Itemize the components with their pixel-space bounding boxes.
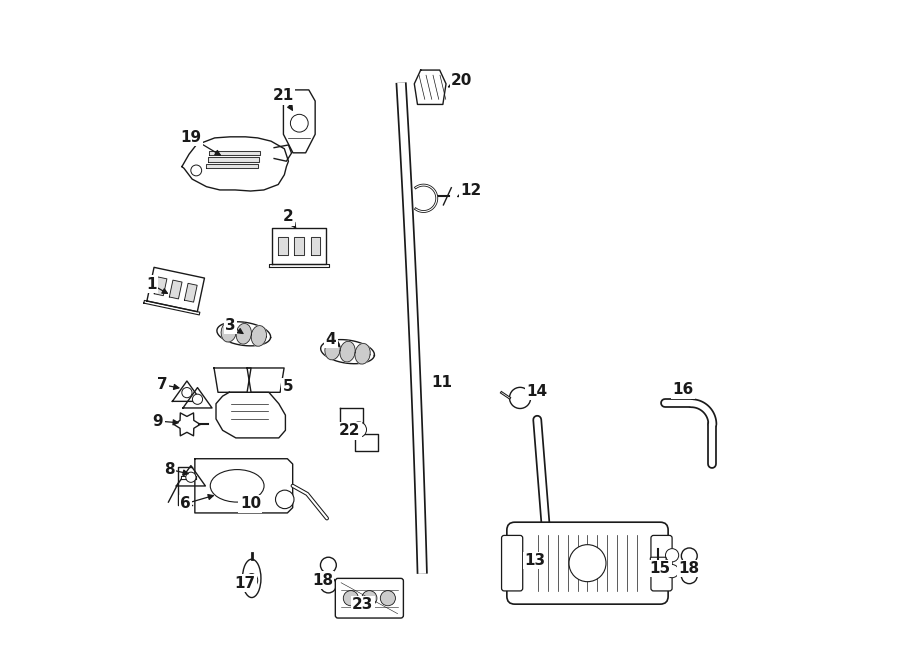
Text: 22: 22 (338, 424, 360, 438)
Circle shape (681, 568, 698, 584)
Polygon shape (339, 408, 378, 451)
Circle shape (291, 114, 308, 132)
Text: 9: 9 (152, 414, 163, 428)
Polygon shape (176, 465, 205, 486)
Circle shape (509, 387, 531, 408)
Text: 10: 10 (239, 496, 261, 511)
Polygon shape (206, 164, 257, 169)
Polygon shape (340, 341, 356, 362)
FancyBboxPatch shape (501, 535, 523, 591)
Polygon shape (182, 137, 289, 191)
Polygon shape (147, 267, 204, 312)
Polygon shape (284, 90, 315, 153)
Circle shape (362, 591, 377, 605)
Text: 5: 5 (283, 379, 293, 394)
FancyBboxPatch shape (336, 578, 403, 618)
Polygon shape (144, 301, 200, 315)
Text: 14: 14 (526, 384, 548, 399)
Circle shape (381, 591, 395, 605)
Circle shape (275, 490, 294, 509)
Polygon shape (274, 145, 292, 161)
Circle shape (351, 422, 366, 438)
Polygon shape (154, 277, 166, 295)
Text: 12: 12 (461, 183, 482, 198)
Polygon shape (169, 280, 182, 299)
Text: 18: 18 (312, 573, 333, 588)
Polygon shape (248, 368, 284, 392)
Polygon shape (216, 392, 285, 438)
Text: 16: 16 (672, 383, 693, 397)
Text: 11: 11 (432, 375, 453, 389)
Circle shape (665, 564, 679, 578)
Polygon shape (173, 381, 202, 401)
FancyBboxPatch shape (651, 535, 672, 591)
Polygon shape (310, 237, 320, 255)
Circle shape (343, 591, 358, 605)
Polygon shape (251, 326, 266, 346)
Circle shape (182, 387, 192, 398)
Polygon shape (208, 157, 259, 162)
FancyBboxPatch shape (651, 557, 666, 576)
Text: 7: 7 (158, 377, 167, 392)
Polygon shape (236, 323, 251, 344)
Text: 20: 20 (451, 73, 472, 88)
Text: 13: 13 (524, 553, 545, 568)
Polygon shape (217, 322, 271, 346)
Polygon shape (195, 459, 292, 513)
Text: 17: 17 (235, 576, 256, 590)
Text: 4: 4 (326, 332, 337, 346)
Polygon shape (278, 237, 288, 255)
Polygon shape (209, 151, 260, 155)
Ellipse shape (242, 559, 261, 598)
Text: 19: 19 (180, 130, 202, 145)
Text: 6: 6 (180, 496, 191, 511)
Ellipse shape (211, 469, 264, 502)
Polygon shape (183, 387, 212, 408)
Polygon shape (174, 413, 200, 436)
Polygon shape (221, 321, 237, 342)
Circle shape (193, 394, 202, 405)
Text: 18: 18 (679, 561, 700, 576)
Circle shape (681, 548, 698, 564)
Text: 8: 8 (164, 462, 175, 477)
Circle shape (320, 557, 337, 573)
Polygon shape (214, 368, 251, 392)
Text: 18: 18 (679, 561, 700, 576)
Text: 3: 3 (225, 318, 236, 332)
Polygon shape (414, 70, 446, 104)
Text: 1: 1 (146, 277, 157, 292)
Polygon shape (184, 284, 197, 302)
Polygon shape (294, 237, 304, 255)
Text: 21: 21 (273, 89, 294, 103)
Circle shape (320, 577, 337, 593)
Circle shape (665, 549, 679, 562)
Polygon shape (355, 344, 370, 364)
Text: 15: 15 (650, 561, 670, 576)
Circle shape (569, 545, 606, 582)
Ellipse shape (246, 574, 257, 587)
Text: 2: 2 (283, 210, 293, 224)
Polygon shape (320, 340, 374, 364)
Polygon shape (272, 227, 327, 264)
FancyBboxPatch shape (507, 522, 668, 604)
Circle shape (185, 472, 196, 483)
Polygon shape (325, 339, 340, 360)
Text: 23: 23 (352, 598, 374, 612)
Circle shape (191, 165, 202, 176)
Polygon shape (269, 264, 329, 267)
